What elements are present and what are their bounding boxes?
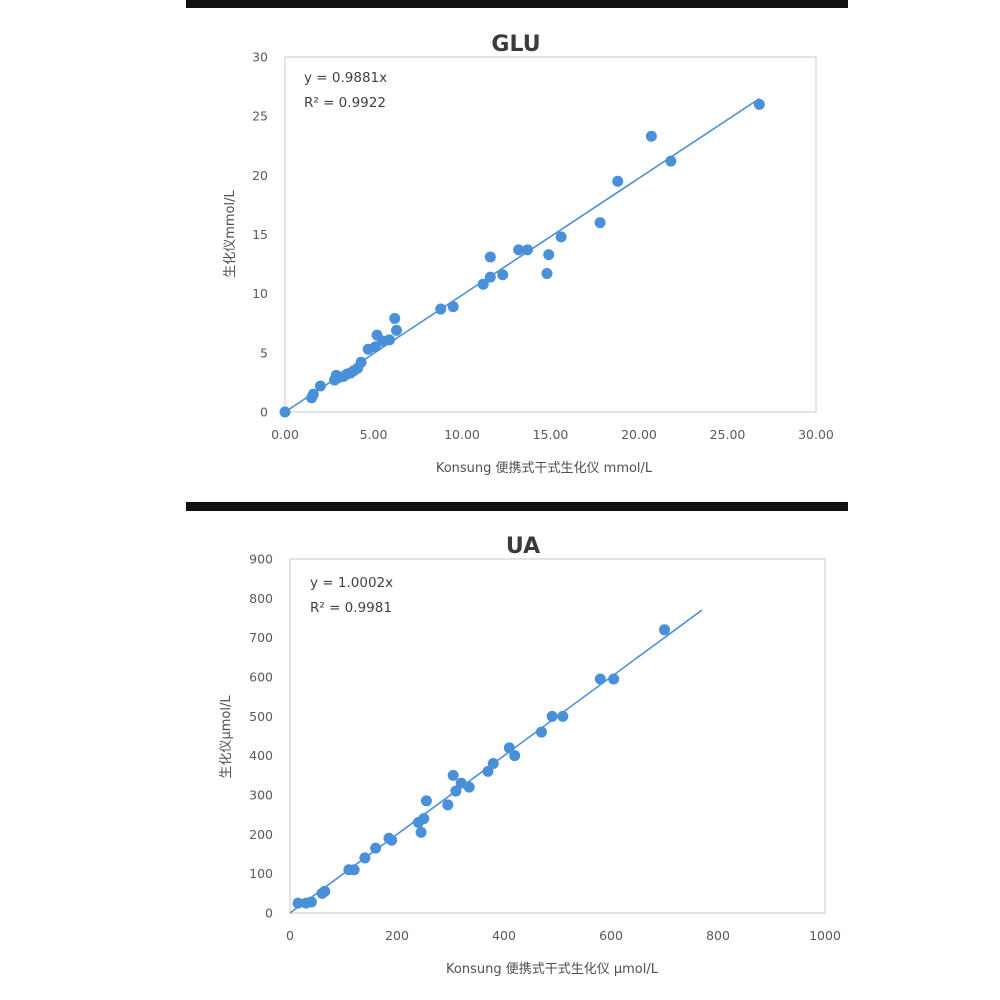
y-tick-label: 30 <box>252 50 268 65</box>
data-point <box>509 750 521 762</box>
data-point <box>305 896 317 908</box>
data-point <box>753 98 765 110</box>
plot-area-frame <box>284 56 817 413</box>
data-point <box>612 175 624 187</box>
data-point <box>348 864 360 876</box>
y-tick-label: 15 <box>252 227 268 242</box>
x-tick-label: 800 <box>706 928 730 943</box>
data-point <box>555 231 567 243</box>
x-tick-label: 600 <box>599 928 623 943</box>
glu-chart: GLU 0.00 5.00 10.00 15.00 20.00 25.00 30.00 0 5 10… <box>223 32 834 476</box>
data-point <box>442 799 454 811</box>
x-tick-label: 30.00 <box>798 427 834 442</box>
trendline-equation: y = 0.9881x <box>304 70 387 86</box>
data-point <box>608 673 620 685</box>
x-tick-label: 0.00 <box>271 427 299 442</box>
data-point <box>557 710 569 722</box>
chart-title: UA <box>506 534 540 559</box>
data-point <box>463 781 475 793</box>
ua-chart: UA 0 200 400 600 800 1000 0 100 200 300 400 500 600 70… <box>219 534 841 977</box>
data-point <box>645 130 657 142</box>
x-tick-label: 20.00 <box>621 427 657 442</box>
top-dark-bar <box>186 0 848 8</box>
y-tick-label: 100 <box>249 866 273 881</box>
data-point <box>418 813 430 825</box>
y-tick-label: 500 <box>249 709 273 724</box>
x-tick-label: 200 <box>385 928 409 943</box>
data-point <box>482 765 494 777</box>
data-point <box>279 406 291 418</box>
data-point <box>389 313 401 325</box>
y-tick-label: 600 <box>249 670 273 685</box>
data-point <box>319 885 331 897</box>
y-tick-label: 0 <box>265 906 273 921</box>
data-point <box>484 251 496 263</box>
x-tick-label: 5.00 <box>360 427 388 442</box>
middle-dark-bar <box>186 502 848 511</box>
data-point <box>383 334 395 346</box>
ua-chart-panel: UA 0 200 400 600 800 1000 0 100 200 300 400 500 600 70… <box>186 511 848 1000</box>
x-tick-label: 400 <box>492 928 516 943</box>
data-point <box>503 742 515 754</box>
y-tick-label: 25 <box>252 109 268 124</box>
glu-chart-panel: GLU 0.00 5.00 10.00 15.00 20.00 25.00 30.00 0 5 10… <box>186 8 848 502</box>
y-tick-label: 20 <box>252 168 268 183</box>
y-tick-label: 200 <box>249 827 273 842</box>
r-squared-label: R² = 0.9981 <box>310 600 392 616</box>
x-axis-title: Konsung 便携式干式生化仪 mmol/L <box>436 460 653 476</box>
y-axis-title: 生化仪mmol/L <box>223 189 238 277</box>
data-point <box>513 244 525 256</box>
data-point <box>484 271 496 283</box>
y-tick-label: 0 <box>260 405 268 420</box>
data-point <box>541 268 553 280</box>
y-tick-label: 900 <box>249 552 273 567</box>
data-point <box>420 795 432 807</box>
data-point <box>292 897 304 909</box>
data-point <box>447 301 459 313</box>
y-tick-label: 10 <box>252 286 268 301</box>
y-tick-label: 5 <box>260 345 268 360</box>
data-point <box>307 388 319 400</box>
data-point <box>543 249 555 261</box>
data-point <box>386 834 398 846</box>
data-point <box>521 244 533 256</box>
data-point <box>546 710 558 722</box>
data-point <box>370 842 382 854</box>
data-point <box>594 673 606 685</box>
y-tick-label: 400 <box>249 748 273 763</box>
y-axis-title: 生化仪μmol/L <box>219 695 234 779</box>
data-point <box>535 726 547 738</box>
trendline-equation: y = 1.0002x <box>310 575 393 591</box>
data-point <box>435 303 447 315</box>
data-point <box>659 624 670 636</box>
x-axis-title: Konsung 便携式干式生化仪 μmol/L <box>446 961 659 977</box>
y-tick-label: 300 <box>249 788 273 803</box>
x-tick-label: 25.00 <box>710 427 746 442</box>
data-point <box>665 155 677 167</box>
data-point <box>477 278 489 290</box>
plot-area-frame <box>289 558 826 914</box>
y-tick-label: 800 <box>249 591 273 606</box>
x-tick-label: 10.00 <box>444 427 480 442</box>
x-tick-label: 0 <box>286 928 294 943</box>
data-point <box>314 380 326 392</box>
chart-title: GLU <box>491 32 540 57</box>
data-point <box>391 324 403 336</box>
data-point <box>450 785 462 797</box>
data-point <box>415 826 427 838</box>
x-tick-label: 15.00 <box>533 427 569 442</box>
data-point <box>497 269 509 281</box>
data-point <box>487 758 499 770</box>
data-point <box>594 217 606 229</box>
data-point <box>355 356 367 368</box>
r-squared-label: R² = 0.9922 <box>304 95 386 111</box>
x-tick-label: 1000 <box>809 928 841 943</box>
y-tick-label: 700 <box>249 630 273 645</box>
data-point <box>447 769 459 781</box>
data-point <box>359 852 371 864</box>
